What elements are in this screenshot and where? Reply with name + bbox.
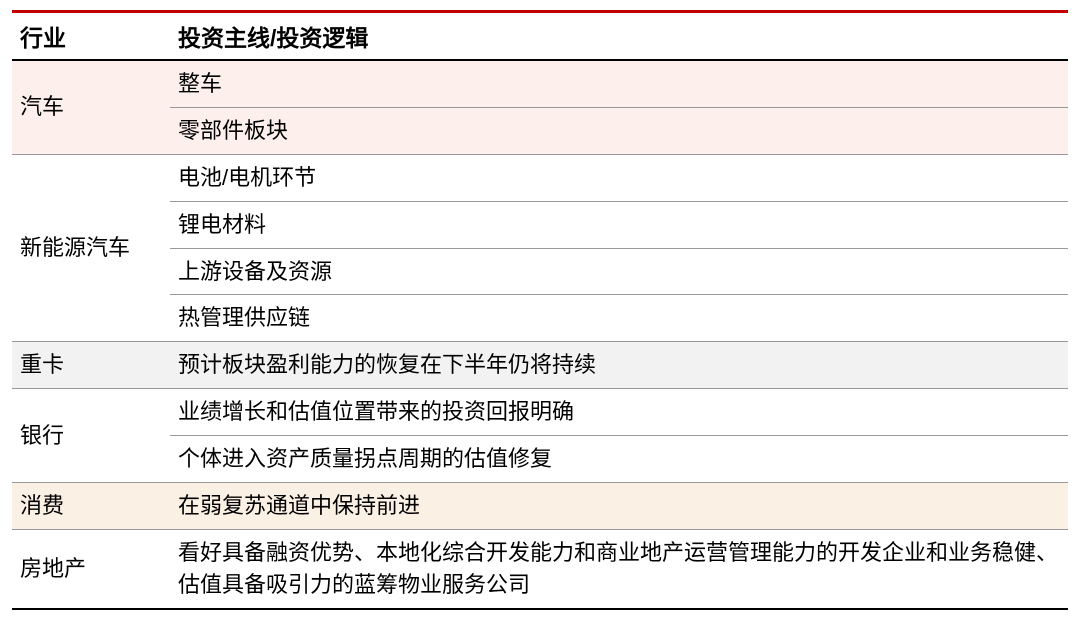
detail-cell: 预计板块盈利能力的恢复在下半年仍将持续 [170,342,1068,389]
table-row: 消费 在弱复苏通道中保持前进 [12,483,1068,530]
industry-cell: 重卡 [12,342,170,389]
table-row: 汽车 整车 [12,60,1068,107]
table-row: 零部件板块 [12,107,1068,154]
industry-cell: 汽车 [12,60,170,154]
detail-cell: 个体进入资产质量拐点周期的估值修复 [170,436,1068,483]
table-row: 上游设备及资源 [12,248,1068,295]
table-row: 锂电材料 [12,201,1068,248]
col-header-industry: 行业 [12,12,170,61]
industry-cell: 银行 [12,389,170,483]
investment-table-container: 行业 投资主线/投资逻辑 汽车 整车 零部件板块 新能源汽车 电池/电机环节 锂… [0,0,1080,620]
table-row: 热管理供应链 [12,295,1068,342]
detail-cell: 零部件板块 [170,107,1068,154]
table-row: 房地产 看好具备融资优势、本地化综合开发能力和商业地产运营管理能力的开发企业和业… [12,529,1068,608]
detail-cell: 看好具备融资优势、本地化综合开发能力和商业地产运营管理能力的开发企业和业务稳健、… [170,529,1068,608]
industry-cell: 新能源汽车 [12,154,170,342]
detail-cell: 整车 [170,60,1068,107]
detail-cell: 业绩增长和估值位置带来的投资回报明确 [170,389,1068,436]
detail-cell: 在弱复苏通道中保持前进 [170,483,1068,530]
industry-cell: 消费 [12,483,170,530]
detail-cell: 热管理供应链 [170,295,1068,342]
table-body: 汽车 整车 零部件板块 新能源汽车 电池/电机环节 锂电材料 上游设备及资源 热… [12,60,1068,609]
detail-cell: 电池/电机环节 [170,154,1068,201]
detail-cell: 上游设备及资源 [170,248,1068,295]
table-row: 新能源汽车 电池/电机环节 [12,154,1068,201]
investment-table: 行业 投资主线/投资逻辑 汽车 整车 零部件板块 新能源汽车 电池/电机环节 锂… [12,10,1068,610]
detail-cell: 锂电材料 [170,201,1068,248]
table-header-row: 行业 投资主线/投资逻辑 [12,12,1068,61]
table-row: 重卡 预计板块盈利能力的恢复在下半年仍将持续 [12,342,1068,389]
industry-cell: 房地产 [12,529,170,608]
table-row: 银行 业绩增长和估值位置带来的投资回报明确 [12,389,1068,436]
col-header-logic: 投资主线/投资逻辑 [170,12,1068,61]
table-row: 个体进入资产质量拐点周期的估值修复 [12,436,1068,483]
